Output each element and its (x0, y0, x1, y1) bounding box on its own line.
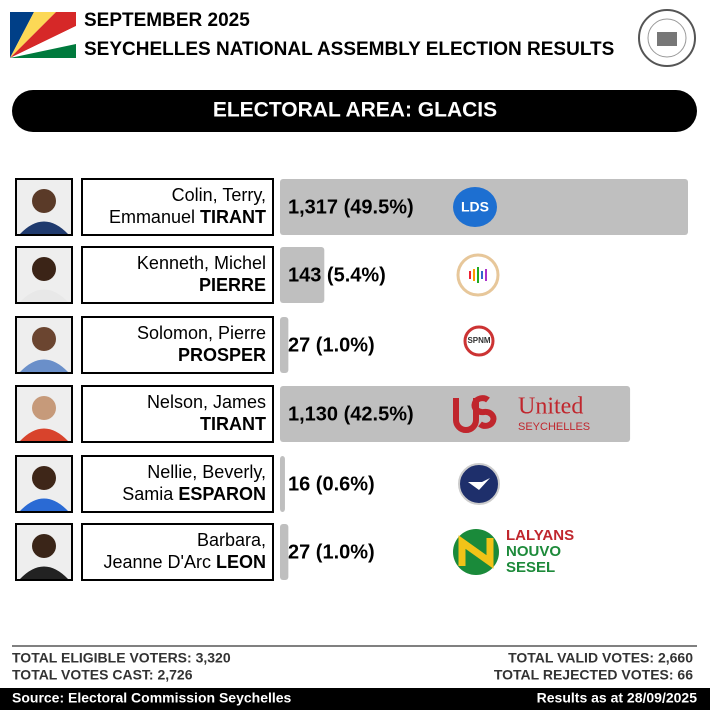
name-line1: Nellie, Beverly, (147, 462, 266, 482)
name-line2: Emmanuel TIRANT (109, 207, 266, 227)
logo-text: United (518, 394, 583, 420)
party-logo (456, 253, 500, 297)
photo-body (20, 566, 68, 579)
bar (280, 247, 325, 303)
surname: PROSPER (178, 345, 266, 365)
bar (280, 317, 289, 373)
name-line2: Jeanne D'Arc LEON (103, 552, 266, 572)
name-box (81, 455, 274, 513)
value-label: 1,317 (49.5%) (288, 196, 414, 218)
bar (280, 524, 289, 580)
photo (15, 246, 73, 304)
value-label: 143 (5.4%) (288, 264, 386, 286)
party-logo (458, 463, 500, 505)
given-name: Jeanne D'Arc (103, 552, 211, 572)
eligible: TOTAL ELIGIBLE VOTERS: 3,320 (12, 650, 231, 666)
name-line1: Colin, Terry, (172, 185, 266, 205)
rejected: TOTAL REJECTED VOTES: 66 (494, 667, 693, 683)
as-of: Results as at 28/09/2025 (537, 690, 698, 706)
source-bar (0, 688, 710, 710)
valid: TOTAL VALID VOTES: 2,660 (508, 650, 693, 666)
logo-text: SEYCHELLES (518, 421, 590, 433)
value-label: 16 (0.6%) (288, 473, 375, 495)
title: SEYCHELLES NATIONAL ASSEMBLY ELECTION RE… (84, 39, 614, 60)
date: SEPTEMBER 2025 (84, 10, 250, 31)
photo-head (32, 257, 56, 281)
photo (15, 455, 73, 513)
given-name: Emmanuel (109, 207, 195, 227)
name-box (81, 316, 274, 374)
name-line2: TIRANT (200, 414, 266, 434)
photo (15, 316, 73, 374)
name-box (81, 246, 274, 304)
logo-shape (453, 395, 497, 433)
emblem (638, 9, 696, 67)
value-label: 27 (1.0%) (288, 334, 375, 356)
value-label: 1,130 (42.5%) (288, 403, 414, 425)
surname: LEON (216, 552, 266, 572)
logo-shape (463, 325, 495, 357)
photo-body (20, 221, 68, 234)
flag (10, 12, 76, 58)
logo-text: LDS (461, 199, 489, 215)
photo-head (32, 534, 56, 558)
name-line2: PIERRE (199, 275, 266, 295)
name-line1: Kenneth, Michel (137, 253, 266, 273)
logo-text: SESEL (506, 559, 555, 576)
party-logo: SPNM (463, 325, 495, 357)
name-box (81, 385, 274, 443)
name-box (81, 178, 274, 236)
name-line1: Barbara, (197, 530, 266, 550)
party-logo: LDS (453, 187, 497, 227)
area-title: ELECTORAL AREA: GLACIS (213, 99, 497, 122)
name-box (81, 523, 274, 581)
photo (15, 178, 73, 236)
surname: TIRANT (200, 414, 266, 434)
name-line2: PROSPER (178, 345, 266, 365)
value-label: 27 (1.0%) (288, 541, 375, 563)
cast: TOTAL VOTES CAST: 2,726 (12, 667, 193, 683)
photo-body (20, 289, 68, 302)
surname: PIERRE (199, 275, 266, 295)
bar (280, 456, 285, 512)
name-line1: Solomon, Pierre (137, 323, 266, 343)
source: Source: Electoral Commission Seychelles (12, 690, 292, 706)
name-line1: Nelson, James (147, 392, 266, 412)
photo-body (20, 359, 68, 372)
photo-head (32, 466, 56, 490)
surname: TIRANT (200, 207, 266, 227)
logo-shape (468, 478, 490, 490)
area-banner (12, 90, 697, 132)
photo-body (20, 428, 68, 441)
photo-head (32, 396, 56, 420)
logo-shape (453, 187, 497, 227)
logo-shape (458, 535, 494, 569)
logo-text: SPNM (467, 336, 490, 345)
name-line2: Samia ESPARON (122, 484, 266, 504)
surname: ESPARON (178, 484, 266, 504)
logo-text: LALYANS (506, 527, 574, 544)
logo-text: NOUVO (506, 543, 561, 560)
photo (15, 523, 73, 581)
given-name: Samia (122, 484, 174, 504)
photo-head (32, 327, 56, 351)
photo-body (20, 498, 68, 511)
photo (15, 385, 73, 443)
photo-head (32, 189, 56, 213)
